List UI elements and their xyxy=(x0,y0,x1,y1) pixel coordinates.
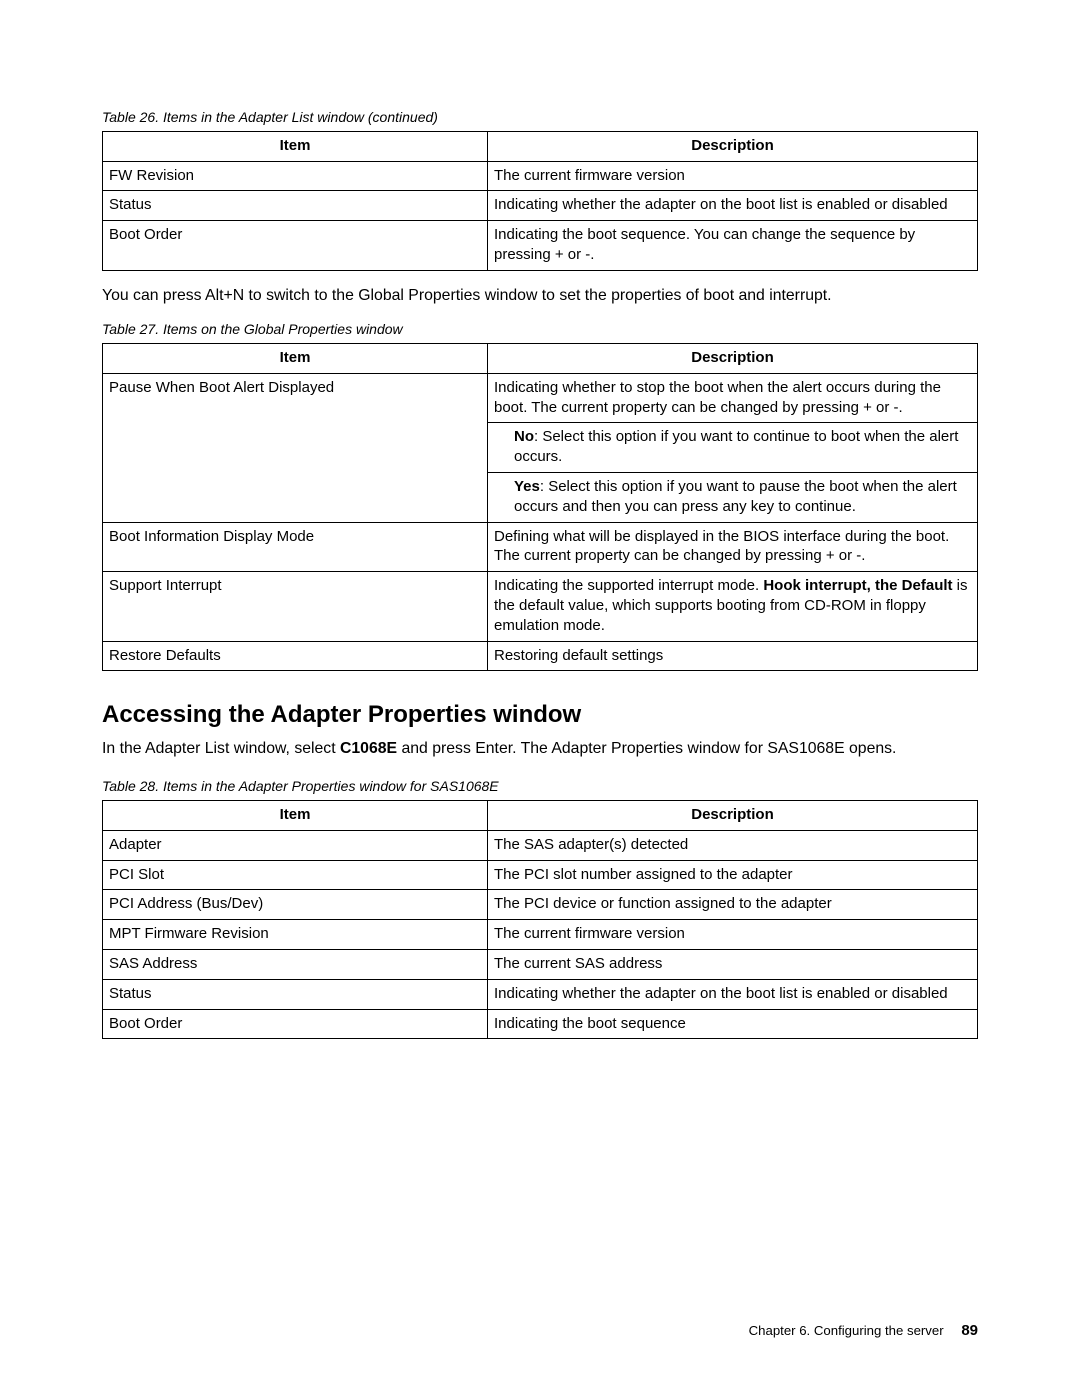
table-row: SAS Address The current SAS address xyxy=(103,950,978,980)
table28-head-row: Item Description xyxy=(103,801,978,831)
cell-desc: No: Select this option if you want to co… xyxy=(488,423,978,473)
cell-item: Pause When Boot Alert Displayed xyxy=(103,373,488,522)
cell-desc: Indicating the supported interrupt mode.… xyxy=(488,572,978,641)
table27-caption: Table 27. Items on the Global Properties… xyxy=(102,320,978,339)
paragraph-adapter-properties: In the Adapter List window, select C1068… xyxy=(102,738,978,759)
table28: Item Description Adapter The SAS adapter… xyxy=(102,800,978,1039)
footer-page-number: 89 xyxy=(947,1322,978,1339)
cell-desc: Indicating whether the adapter on the bo… xyxy=(488,979,978,1009)
table-row: Adapter The SAS adapter(s) detected xyxy=(103,830,978,860)
document-page: Table 26. Items in the Adapter List wind… xyxy=(0,0,1080,1397)
cell-desc: The current SAS address xyxy=(488,950,978,980)
table-row: PCI Slot The PCI slot number assigned to… xyxy=(103,860,978,890)
cell-item: SAS Address xyxy=(103,950,488,980)
cell-desc: The SAS adapter(s) detected xyxy=(488,830,978,860)
table26-caption: Table 26. Items in the Adapter List wind… xyxy=(102,108,978,127)
r3-bold: Hook interrupt, the Default xyxy=(763,577,952,594)
cell-item: Restore Defaults xyxy=(103,641,488,671)
table-row: Status Indicating whether the adapter on… xyxy=(103,979,978,1009)
table-row: Pause When Boot Alert Displayed Indicati… xyxy=(103,373,978,423)
table-row: Boot Order Indicating the boot sequence xyxy=(103,1009,978,1039)
option-yes-label: Yes xyxy=(514,478,540,495)
table28-caption: Table 28. Items in the Adapter Propertie… xyxy=(102,777,978,796)
cell-item: Status xyxy=(103,191,488,221)
para2-post: and press Enter. The Adapter Properties … xyxy=(397,740,896,757)
table-row: Status Indicating whether the adapter on… xyxy=(103,191,978,221)
cell-desc: The current firmware version xyxy=(488,161,978,191)
table-row: Boot Information Display Mode Defining w… xyxy=(103,522,978,572)
cell-item: Adapter xyxy=(103,830,488,860)
table26-head-row: Item Description xyxy=(103,131,978,161)
cell-desc: Indicating whether to stop the boot when… xyxy=(488,373,978,423)
cell-desc: The PCI slot number assigned to the adap… xyxy=(488,860,978,890)
table27-head-row: Item Description xyxy=(103,344,978,374)
table-row: MPT Firmware Revision The current firmwa… xyxy=(103,920,978,950)
cell-desc: The PCI device or function assigned to t… xyxy=(488,890,978,920)
table27-head-desc: Description xyxy=(488,344,978,374)
cell-item: MPT Firmware Revision xyxy=(103,920,488,950)
table27: Item Description Pause When Boot Alert D… xyxy=(102,343,978,671)
cell-desc: Indicating the boot sequence xyxy=(488,1009,978,1039)
table26-head-item: Item xyxy=(103,131,488,161)
table-row: Boot Order Indicating the boot sequence.… xyxy=(103,221,978,271)
cell-desc: The current firmware version xyxy=(488,920,978,950)
cell-item: Support Interrupt xyxy=(103,572,488,641)
para2-pre: In the Adapter List window, select xyxy=(102,740,340,757)
cell-item: FW Revision xyxy=(103,161,488,191)
cell-item: PCI Slot xyxy=(103,860,488,890)
table-row: FW Revision The current firmware version xyxy=(103,161,978,191)
footer-chapter: Chapter 6. Configuring the server xyxy=(749,1323,944,1338)
cell-desc: Defining what will be displayed in the B… xyxy=(488,522,978,572)
cell-desc: Restoring default settings xyxy=(488,641,978,671)
cell-item: Boot Order xyxy=(103,1009,488,1039)
para2-bold: C1068E xyxy=(340,740,397,757)
cell-item: Status xyxy=(103,979,488,1009)
table27-head-item: Item xyxy=(103,344,488,374)
cell-item: Boot Information Display Mode xyxy=(103,522,488,572)
table26-head-desc: Description xyxy=(488,131,978,161)
cell-desc: Yes: Select this option if you want to p… xyxy=(488,473,978,523)
r3-pre: Indicating the supported interrupt mode. xyxy=(494,577,763,594)
cell-desc: Indicating whether the adapter on the bo… xyxy=(488,191,978,221)
table28-head-desc: Description xyxy=(488,801,978,831)
option-yes-text: : Select this option if you want to paus… xyxy=(514,478,957,515)
table-row: Support Interrupt Indicating the support… xyxy=(103,572,978,641)
section-heading: Accessing the Adapter Properties window xyxy=(102,699,978,731)
table28-head-item: Item xyxy=(103,801,488,831)
table26: Item Description FW Revision The current… xyxy=(102,131,978,271)
table-row: PCI Address (Bus/Dev) The PCI device or … xyxy=(103,890,978,920)
paragraph-global-properties: You can press Alt+N to switch to the Glo… xyxy=(102,285,978,306)
option-no-label: No xyxy=(514,428,534,445)
cell-item: PCI Address (Bus/Dev) xyxy=(103,890,488,920)
cell-item: Boot Order xyxy=(103,221,488,271)
table-row: Restore Defaults Restoring default setti… xyxy=(103,641,978,671)
cell-desc: Indicating the boot sequence. You can ch… xyxy=(488,221,978,271)
option-no-text: : Select this option if you want to cont… xyxy=(514,428,958,465)
page-footer: Chapter 6. Configuring the server 89 xyxy=(749,1321,978,1341)
